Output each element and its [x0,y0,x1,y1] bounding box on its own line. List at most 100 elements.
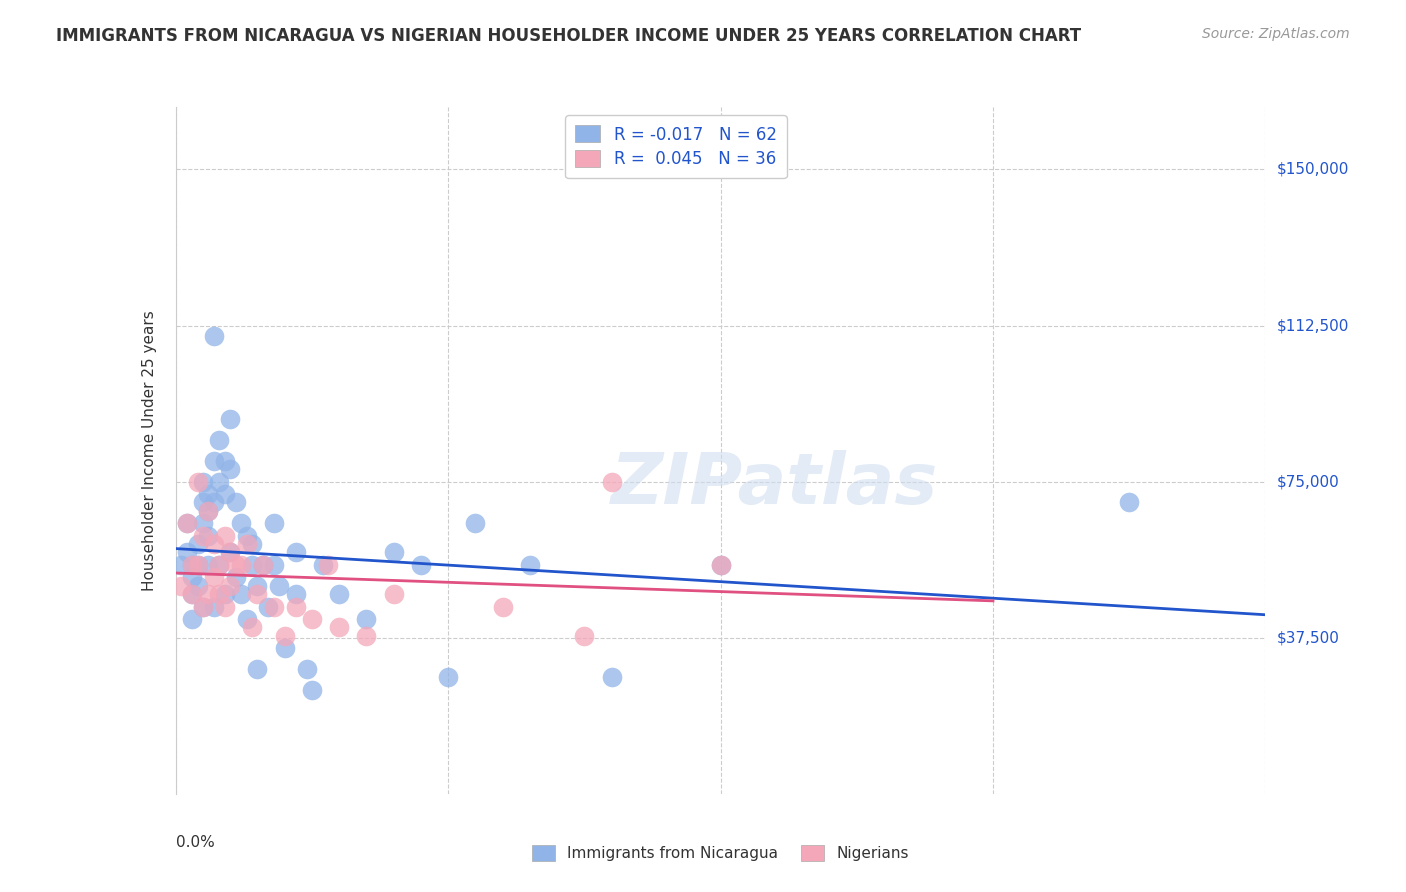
Point [181,558,204,572]
Point [240,620,263,634]
Point [284,545,307,559]
Point [382,545,405,559]
Point [197,587,219,601]
Point [214,587,236,601]
Text: $75,000: $75,000 [1277,475,1340,489]
Point [284,599,307,614]
Y-axis label: Householder Income Under 25 years: Householder Income Under 25 years [142,310,157,591]
Point [186,558,209,572]
Point [219,412,242,426]
Point [214,529,236,543]
Point [181,558,204,572]
Point [225,570,247,584]
Point [186,475,209,489]
Point [600,475,623,489]
Point [214,454,236,468]
Point [235,529,257,543]
Point [382,587,405,601]
Point [181,587,204,601]
Point [301,682,323,697]
Point [574,629,596,643]
Point [274,629,297,643]
Point [235,537,257,551]
Point [197,504,219,518]
Point [257,599,280,614]
Point [181,612,204,626]
Point [191,475,214,489]
Point [191,495,214,509]
Point [246,587,269,601]
Point [710,558,733,572]
Point [197,558,219,572]
Point [710,558,733,572]
Point [356,612,378,626]
Point [295,662,318,676]
Point [191,529,214,543]
Point [231,516,253,531]
Point [191,599,214,614]
Point [219,545,242,559]
Point [208,433,231,447]
Point [170,579,193,593]
Point [318,558,340,572]
Point [231,558,253,572]
Point [235,612,257,626]
Point [186,537,209,551]
Text: ZIPatlas: ZIPatlas [612,450,939,519]
Point [219,579,242,593]
Point [263,599,285,614]
Point [328,587,350,601]
Point [301,612,323,626]
Point [176,516,198,531]
Point [225,495,247,509]
Point [240,558,263,572]
Point [269,579,291,593]
Point [208,587,231,601]
Point [263,516,285,531]
Point [356,629,378,643]
Text: $112,500: $112,500 [1277,318,1348,333]
Point [240,537,263,551]
Point [437,670,460,684]
Point [252,558,274,572]
Point [170,558,193,572]
Point [519,558,541,572]
Point [492,599,515,614]
Point [464,516,486,531]
Point [252,558,274,572]
Point [191,599,214,614]
Point [197,487,219,501]
Text: $150,000: $150,000 [1277,162,1348,177]
Point [202,537,225,551]
Point [312,558,335,572]
Text: $37,500: $37,500 [1277,631,1340,645]
Point [202,329,225,343]
Point [208,558,231,572]
Point [214,599,236,614]
Point [197,504,219,518]
Point [181,587,204,601]
Point [202,454,225,468]
Point [246,579,269,593]
Point [202,599,225,614]
Point [208,558,231,572]
Point [328,620,350,634]
Point [214,487,236,501]
Point [219,462,242,476]
Point [225,558,247,572]
Point [181,570,204,584]
Point [284,587,307,601]
Point [263,558,285,572]
Point [186,558,209,572]
Point [191,516,214,531]
Text: IMMIGRANTS FROM NICARAGUA VS NIGERIAN HOUSEHOLDER INCOME UNDER 25 YEARS CORRELAT: IMMIGRANTS FROM NICARAGUA VS NIGERIAN HO… [56,27,1081,45]
Point [409,558,432,572]
Point [176,545,198,559]
Point [176,516,198,531]
Point [274,641,297,656]
Legend: Immigrants from Nicaragua, Nigerians: Immigrants from Nicaragua, Nigerians [523,836,918,871]
Point [246,662,269,676]
Point [197,529,219,543]
Point [208,475,231,489]
Point [186,579,209,593]
